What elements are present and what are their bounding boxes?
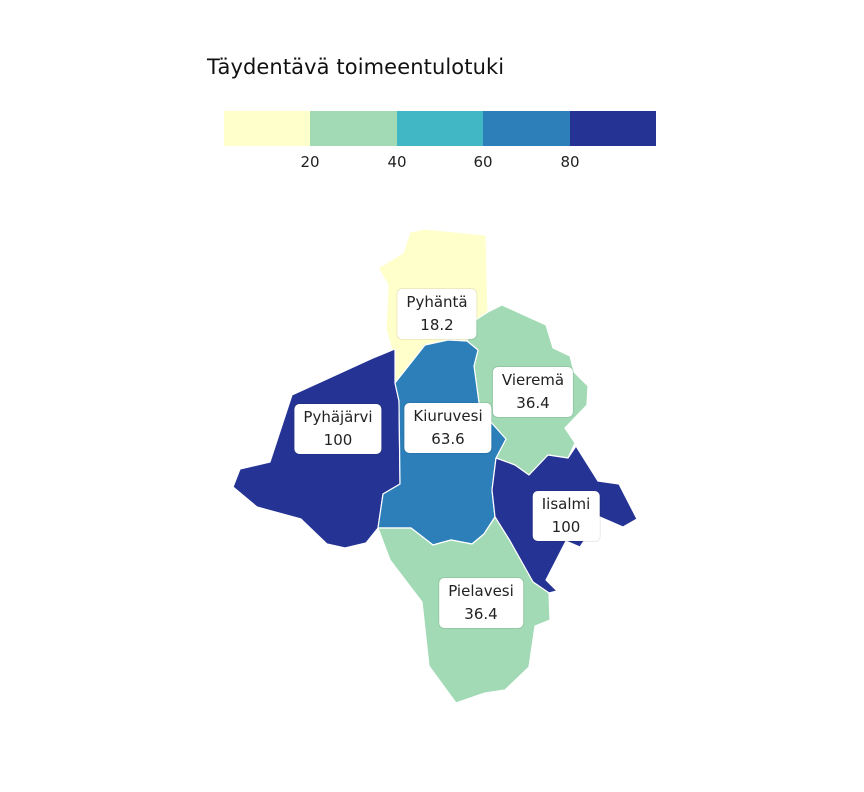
label-pyhajarvi-name: Pyhäjärvi: [303, 408, 373, 426]
label-pyhajarvi: Pyhäjärvi 100: [294, 404, 382, 454]
legend-tick-80: 80: [560, 153, 580, 171]
legend-swatch-1: [224, 111, 311, 146]
label-iisalmi: Iisalmi 100: [532, 491, 600, 541]
label-vierema-name: Vieremä: [501, 371, 565, 389]
legend-tick-40: 40: [387, 153, 407, 171]
legend-title: Täydentävä toimeentulotuki: [207, 55, 505, 79]
label-kiuruvesi-value: 63.6: [431, 430, 465, 448]
label-vierema: Vieremä 36.4: [492, 367, 574, 417]
legend-swatch-5: [569, 111, 657, 146]
label-iisalmi-value: 100: [551, 518, 581, 536]
legend-tick-60: 60: [473, 153, 493, 171]
legend-swatch-3: [396, 111, 484, 146]
label-pielavesi-value: 36.4: [464, 605, 498, 623]
legend-swatch-2: [310, 111, 397, 146]
label-pielavesi: Pielavesi 36.4: [439, 578, 523, 628]
label-pyhanta: Pyhäntä 18.2: [397, 289, 477, 339]
legend-ticks: 20 40 60 80: [0, 153, 864, 175]
label-pyhanta-name: Pyhäntä: [406, 293, 468, 311]
color-legend: [224, 111, 657, 146]
label-pyhanta-value: 18.2: [420, 316, 454, 334]
label-pyhajarvi-value: 100: [323, 431, 353, 449]
legend-tick-20: 20: [300, 153, 320, 171]
legend-swatch-4: [483, 111, 570, 146]
label-iisalmi-name: Iisalmi: [541, 495, 591, 513]
label-kiuruvesi-name: Kiuruvesi: [413, 407, 483, 425]
label-kiuruvesi: Kiuruvesi 63.6: [404, 403, 492, 453]
label-pielavesi-name: Pielavesi: [448, 582, 514, 600]
label-vierema-value: 36.4: [516, 394, 550, 412]
